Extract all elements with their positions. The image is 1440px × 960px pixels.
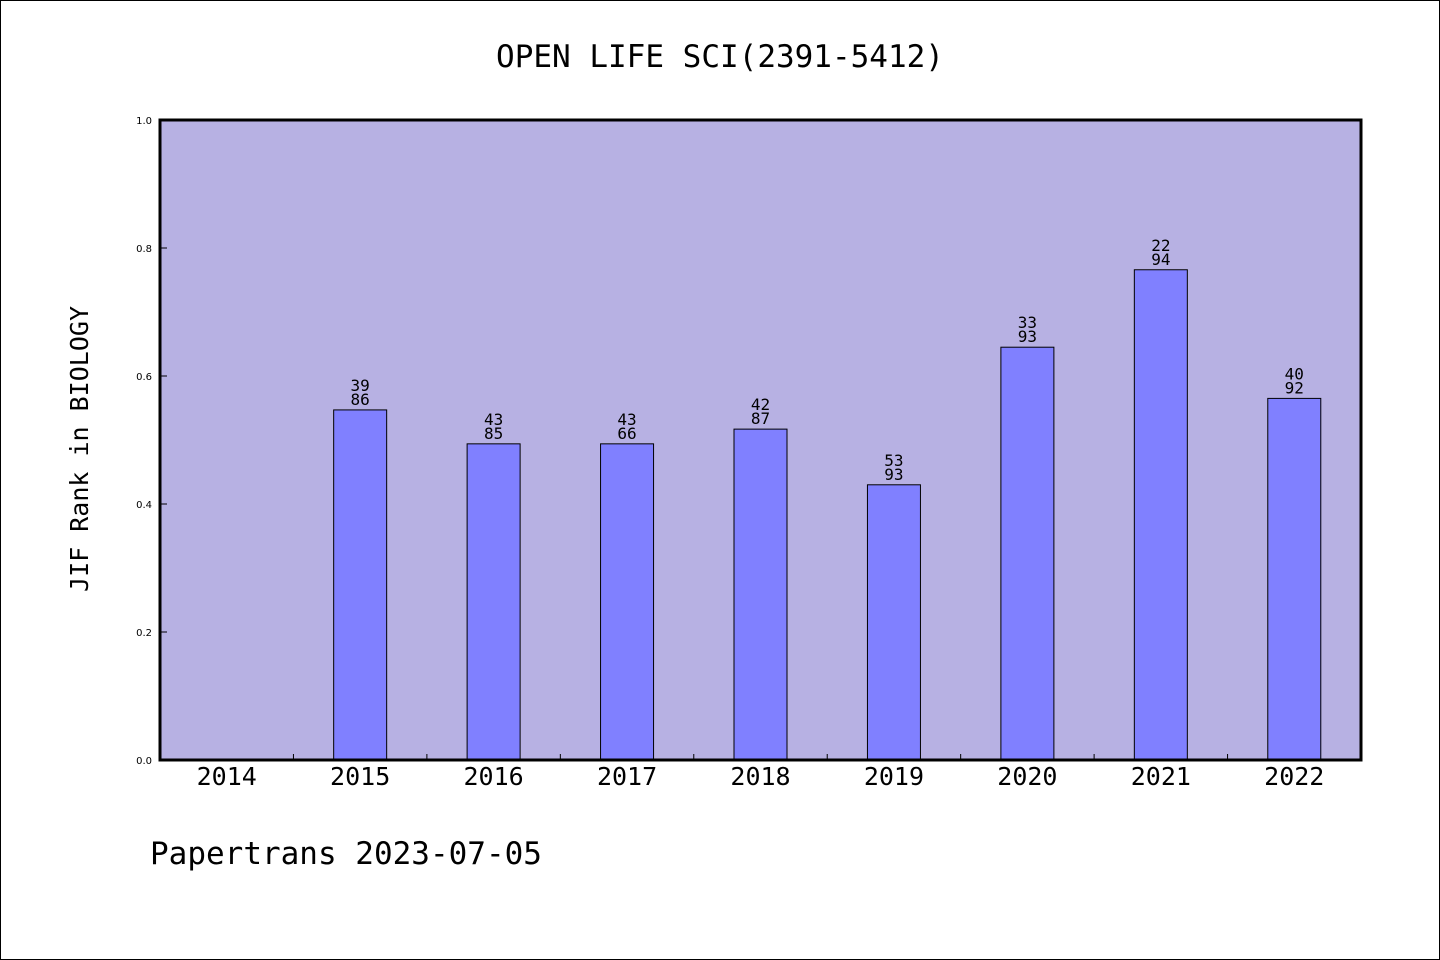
bar-label-total: 87 bbox=[751, 409, 770, 428]
y-tick-label: 1.0 bbox=[136, 116, 152, 127]
y-tick-label: 0.6 bbox=[136, 372, 152, 383]
x-tick-label: 2016 bbox=[464, 762, 524, 791]
bar-2016 bbox=[466, 443, 521, 761]
bar-2015 bbox=[333, 409, 388, 761]
x-ticks-group: 2014 2015 2016 2017 2018 2019 2020 2021 2022 bbox=[197, 754, 1324, 791]
y-tick-label: 0.4 bbox=[136, 500, 152, 511]
y-tick-label: 0.8 bbox=[136, 244, 152, 255]
bar-2020 bbox=[1000, 346, 1055, 761]
bar-label-rank: 42 bbox=[751, 395, 770, 414]
bar-label-total: 94 bbox=[1151, 250, 1170, 269]
bar-2022 bbox=[1267, 397, 1322, 761]
bar-label-total: 93 bbox=[884, 465, 903, 484]
bar-label-rank: 22 bbox=[1151, 236, 1170, 255]
chart-title: OPEN LIFE SCI(2391-5412) bbox=[496, 39, 944, 75]
bar-2018 bbox=[733, 428, 788, 761]
bar-label-rank: 33 bbox=[1018, 313, 1037, 332]
x-tick-label: 2022 bbox=[1264, 762, 1324, 791]
bar-label-rank: 53 bbox=[884, 451, 903, 470]
bar-2019 bbox=[866, 484, 921, 761]
x-tick-label: 2018 bbox=[730, 762, 790, 791]
bar-label-total: 86 bbox=[351, 390, 370, 409]
x-tick-label: 2021 bbox=[1131, 762, 1191, 791]
plot-border bbox=[158, 118, 1363, 762]
x-tick-label: 2019 bbox=[864, 762, 924, 791]
x-tick-label: 2014 bbox=[197, 762, 257, 791]
y-tick-label: 0.0 bbox=[136, 756, 152, 767]
x-tick-label: 2020 bbox=[997, 762, 1057, 791]
bar-label-rank: 43 bbox=[617, 410, 636, 429]
bar-label-rank: 39 bbox=[351, 376, 370, 395]
y-tick-label: 0.2 bbox=[136, 628, 152, 639]
x-tick-label: 2017 bbox=[597, 762, 657, 791]
bar-label-total: 66 bbox=[617, 424, 636, 443]
bar-2017 bbox=[600, 443, 655, 761]
bar-label-rank: 43 bbox=[484, 410, 503, 429]
bars-group bbox=[333, 269, 1322, 761]
bar-2021 bbox=[1133, 269, 1188, 761]
bar-label-total: 92 bbox=[1285, 378, 1304, 397]
footer-text: Papertrans 2023-07-05 bbox=[150, 836, 542, 872]
x-tick-label: 2015 bbox=[330, 762, 390, 791]
y-axis-label: JIF Rank in BIOLOGY bbox=[65, 306, 94, 592]
bar-label-total: 85 bbox=[484, 424, 503, 443]
bar-label-rank: 40 bbox=[1285, 364, 1304, 383]
bar-label-total: 93 bbox=[1018, 327, 1037, 346]
